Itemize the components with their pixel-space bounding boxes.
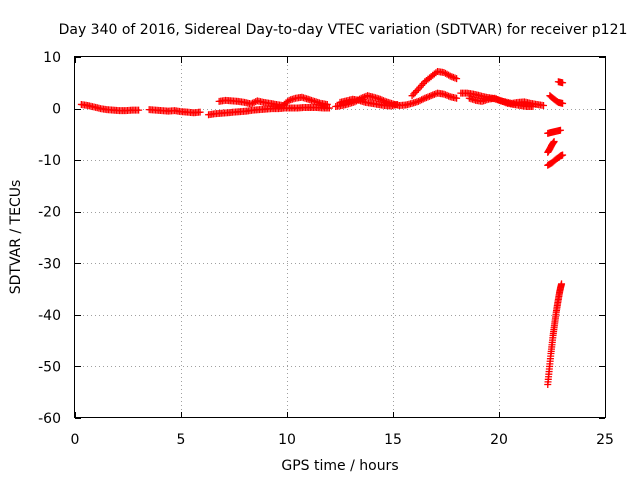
y-axis-label: SDTVAR / TECUs [8, 180, 24, 295]
data-point [411, 88, 419, 96]
y-tick-label: -50 [38, 359, 61, 375]
y-tick-label: -40 [38, 308, 61, 324]
data-point [559, 99, 567, 107]
y-tick-label: -30 [38, 256, 61, 272]
x-tick-label: 20 [490, 432, 508, 448]
plot-frame [74, 56, 606, 418]
data-point [453, 94, 461, 102]
x-tick-label: 10 [278, 432, 296, 448]
data-point [247, 100, 255, 108]
series-end-minus5 [544, 126, 564, 137]
series-late-2 [465, 94, 537, 111]
data-point [540, 101, 548, 109]
x-tick-label: 0 [71, 432, 80, 448]
data-point [418, 96, 426, 104]
x-tick-label: 25 [596, 432, 614, 448]
series-plunge [544, 280, 566, 388]
data-point [325, 104, 333, 112]
data-point [556, 126, 564, 134]
y-tick-label: -20 [38, 205, 61, 221]
data-point [410, 90, 418, 98]
series-peak [408, 67, 461, 100]
x-tick-label: 15 [384, 432, 402, 448]
data-point [416, 97, 424, 105]
y-tick-label: -10 [38, 153, 61, 169]
y-tick-label: 0 [52, 102, 61, 118]
data-point [432, 69, 440, 77]
data-point [558, 280, 566, 288]
data-points [77, 67, 567, 388]
y-tick-label: -60 [38, 411, 61, 427]
data-point [413, 87, 421, 95]
x-tick-labels: 0 5 10 15 20 25 [71, 432, 614, 448]
x-axis-label: GPS time / hours [281, 458, 398, 474]
series-base-1 [77, 100, 143, 115]
data-point [445, 71, 453, 79]
series-end-minus10 [544, 151, 567, 169]
data-point [250, 98, 258, 106]
series-end-minus8 [544, 138, 558, 156]
series-upper-arc-1 [215, 93, 331, 109]
data-point [196, 108, 204, 116]
data-point [453, 75, 461, 83]
data-point [249, 99, 257, 107]
data-point [393, 100, 401, 108]
data-point [408, 92, 416, 100]
data-point [550, 138, 558, 146]
series-base-2 [145, 106, 204, 117]
y-tick-labels: 10 0 -10 -20 -30 -40 -50 -60 [38, 50, 61, 427]
data-point [529, 103, 537, 111]
axis-ticks [75, 57, 606, 419]
data-point [414, 97, 422, 105]
series-mid-2 [336, 95, 401, 110]
data-point [559, 151, 567, 159]
data-point [323, 100, 331, 108]
data-point [559, 79, 567, 87]
series-end-top [554, 78, 567, 87]
data-point [135, 106, 143, 114]
chart-title: Day 340 of 2016, Sidereal Day-to-day VTE… [59, 22, 628, 38]
y-tick-label: 10 [43, 50, 61, 66]
x-tick-label: 5 [177, 432, 186, 448]
data-point [419, 95, 427, 103]
series-end-upper [546, 92, 567, 107]
